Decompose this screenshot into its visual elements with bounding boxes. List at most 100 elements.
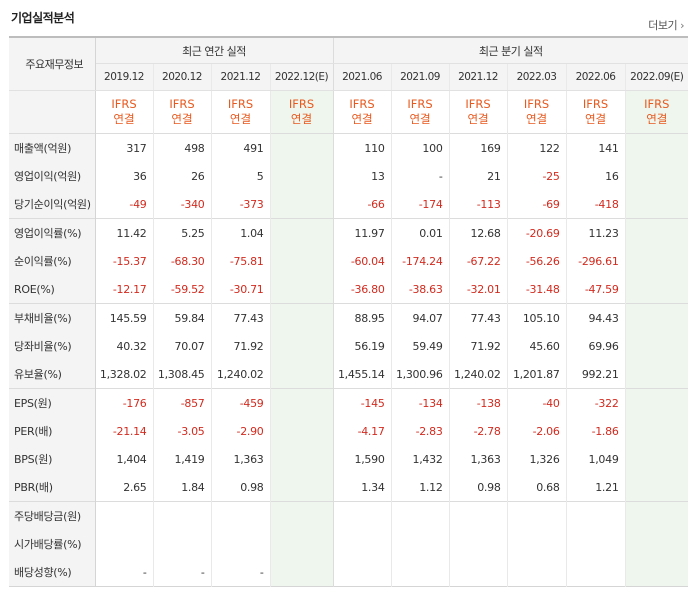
row-label: ROE(%) (9, 275, 96, 304)
row-label: EPS(원) (9, 388, 96, 417)
table-cell (449, 558, 508, 587)
ifrs-label: IFRS (465, 97, 491, 111)
table-cell: 1.12 (391, 473, 450, 502)
table-cell: -113 (449, 190, 508, 219)
table-cell: 45.60 (507, 332, 567, 360)
period-header: 2022.06 (566, 63, 626, 91)
row-label: PBR(배) (9, 473, 96, 502)
table-cell: -145 (333, 388, 392, 417)
ifrs-label: IFRS (169, 97, 195, 111)
table-cell: 40.32 (95, 332, 154, 360)
table-cell: 1,240.02 (449, 360, 508, 389)
table-cell: -1.86 (566, 417, 626, 445)
row-label: 주당배당금(원) (9, 501, 96, 530)
table-cell: 1,363 (449, 445, 508, 473)
table-cell: 2.65 (95, 473, 154, 502)
table-cell: 88.95 (333, 303, 392, 332)
table-cell: 1,326 (507, 445, 567, 473)
table-cell: 1,201.87 (507, 360, 567, 389)
more-link[interactable]: 더보기 › (648, 17, 684, 33)
table-cell: -12.17 (95, 275, 154, 304)
table-cell: 26 (153, 162, 212, 190)
table-cell (625, 360, 689, 389)
table-cell (153, 501, 212, 530)
table-cell: - (211, 558, 271, 587)
table-cell: 105.10 (507, 303, 567, 332)
table-cell: -75.81 (211, 247, 271, 275)
table-cell: -418 (566, 190, 626, 219)
table-cell (270, 417, 334, 445)
consolidated-label: 연결 (467, 112, 489, 126)
ifrs-label: IFRS (349, 97, 375, 111)
table-cell (391, 501, 450, 530)
table-cell: 77.43 (449, 303, 508, 332)
table-cell: 169 (449, 133, 508, 162)
row-label: BPS(원) (9, 445, 96, 473)
table-cell (507, 501, 567, 530)
table-cell: 1,328.02 (95, 360, 154, 389)
table-cell (270, 445, 334, 473)
table-cell: 59.84 (153, 303, 212, 332)
table-cell (566, 501, 626, 530)
table-row: 유보율(%) 1,328.02 1,308.45 1,240.02 1,455.14 1,… (9, 360, 689, 389)
consolidated-label: 연결 (229, 112, 252, 126)
ifrs-cell: IFRS 연결 (566, 90, 626, 134)
group-header-annual: 최근 연간 실적 (95, 37, 334, 64)
table-cell: 77.43 (211, 303, 271, 332)
table-cell: 100 (391, 133, 450, 162)
table-cell: -459 (211, 388, 271, 417)
ifrs-cell: IFRS 연결 (625, 90, 689, 134)
table-cell: 1,049 (566, 445, 626, 473)
ifrs-label: IFRS (644, 97, 670, 111)
table-cell (270, 332, 334, 360)
table-cell: 69.96 (566, 332, 626, 360)
consolidated-label: 연결 (290, 112, 313, 126)
table-cell (153, 530, 212, 558)
corner-label: 주요재무정보 (9, 37, 96, 91)
table-cell: 11.97 (333, 218, 392, 247)
table-cell (625, 388, 689, 417)
consolidated-label: 연결 (171, 112, 193, 126)
table-cell: -857 (153, 388, 212, 417)
row-label: 영업이익률(%) (9, 218, 96, 247)
row-label: 매출액(억원) (9, 133, 96, 162)
table-cell: 110 (333, 133, 392, 162)
table-cell (625, 417, 689, 445)
table-cell: -67.22 (449, 247, 508, 275)
consolidated-label: 연결 (646, 112, 668, 126)
ifrs-label: IFRS (288, 97, 315, 111)
table-cell: -3.05 (153, 417, 212, 445)
row-label: 순이익률(%) (9, 247, 96, 275)
table-cell: -66 (333, 190, 392, 219)
table-cell: 1.21 (566, 473, 626, 502)
row-label: 시가배당률(%) (9, 530, 96, 558)
table-cell: 1.04 (211, 218, 271, 247)
consolidated-label: 연결 (113, 112, 135, 126)
ifrs-label: IFRS (227, 97, 254, 111)
more-label: 더보기 (648, 19, 678, 32)
table-row: ROE(%) -12.17 -59.52 -30.71 -36.80 -38.63 -32.… (9, 275, 689, 304)
row-label: 유보율(%) (9, 360, 96, 389)
chevron-right-icon: › (680, 19, 684, 32)
table-cell (270, 388, 334, 417)
table-cell: -322 (566, 388, 626, 417)
period-header: 2021.12 (211, 63, 271, 91)
table-cell: 145.59 (95, 303, 154, 332)
period-header: 2019.12 (95, 63, 154, 91)
table-cell: -69 (507, 190, 567, 219)
table-cell: 1,590 (333, 445, 392, 473)
table-cell: 71.92 (211, 332, 271, 360)
table-cell (625, 445, 689, 473)
table-cell: 70.07 (153, 332, 212, 360)
table-cell: -56.26 (507, 247, 567, 275)
ifrs-cell: IFRS 연결 (449, 90, 508, 134)
table-cell: 1,404 (95, 445, 154, 473)
table-cell: 1,308.45 (153, 360, 212, 389)
table-cell (625, 162, 689, 190)
table-cell: 498 (153, 133, 212, 162)
table-cell (391, 558, 450, 587)
consolidated-label: 연결 (584, 112, 607, 126)
table-row: 주당배당금(원) (9, 501, 689, 530)
table-cell (270, 473, 334, 502)
table-row: 매출액(억원) 317 498 491 110 100 169 122 141 (9, 133, 689, 162)
